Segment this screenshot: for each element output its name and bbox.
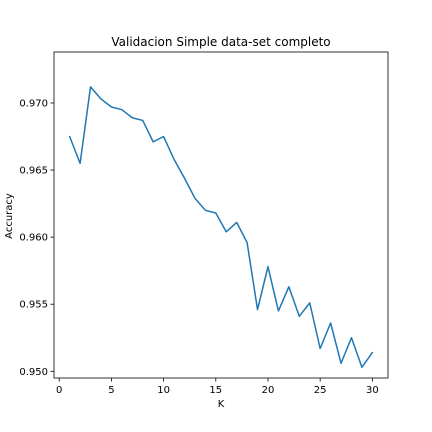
x-axis-label: K xyxy=(218,399,225,410)
y-tick-label: 0.950 xyxy=(19,367,48,378)
x-tick-label: 20 xyxy=(262,385,275,396)
y-tick-label: 0.960 xyxy=(19,233,48,244)
x-tick-label: 25 xyxy=(314,385,327,396)
x-tick-label: 10 xyxy=(157,385,170,396)
x-tick-label: 15 xyxy=(209,385,222,396)
x-tick-label: 30 xyxy=(366,385,379,396)
x-tick-label: 5 xyxy=(108,385,114,396)
y-tick-label: 0.965 xyxy=(19,166,48,177)
y-axis-label: Accuracy xyxy=(4,193,15,239)
chart-title: Validacion Simple data-set completo xyxy=(111,35,330,49)
y-tick-label: 0.955 xyxy=(19,300,48,311)
x-tick-label: 0 xyxy=(56,385,62,396)
y-tick-label: 0.970 xyxy=(19,98,48,109)
